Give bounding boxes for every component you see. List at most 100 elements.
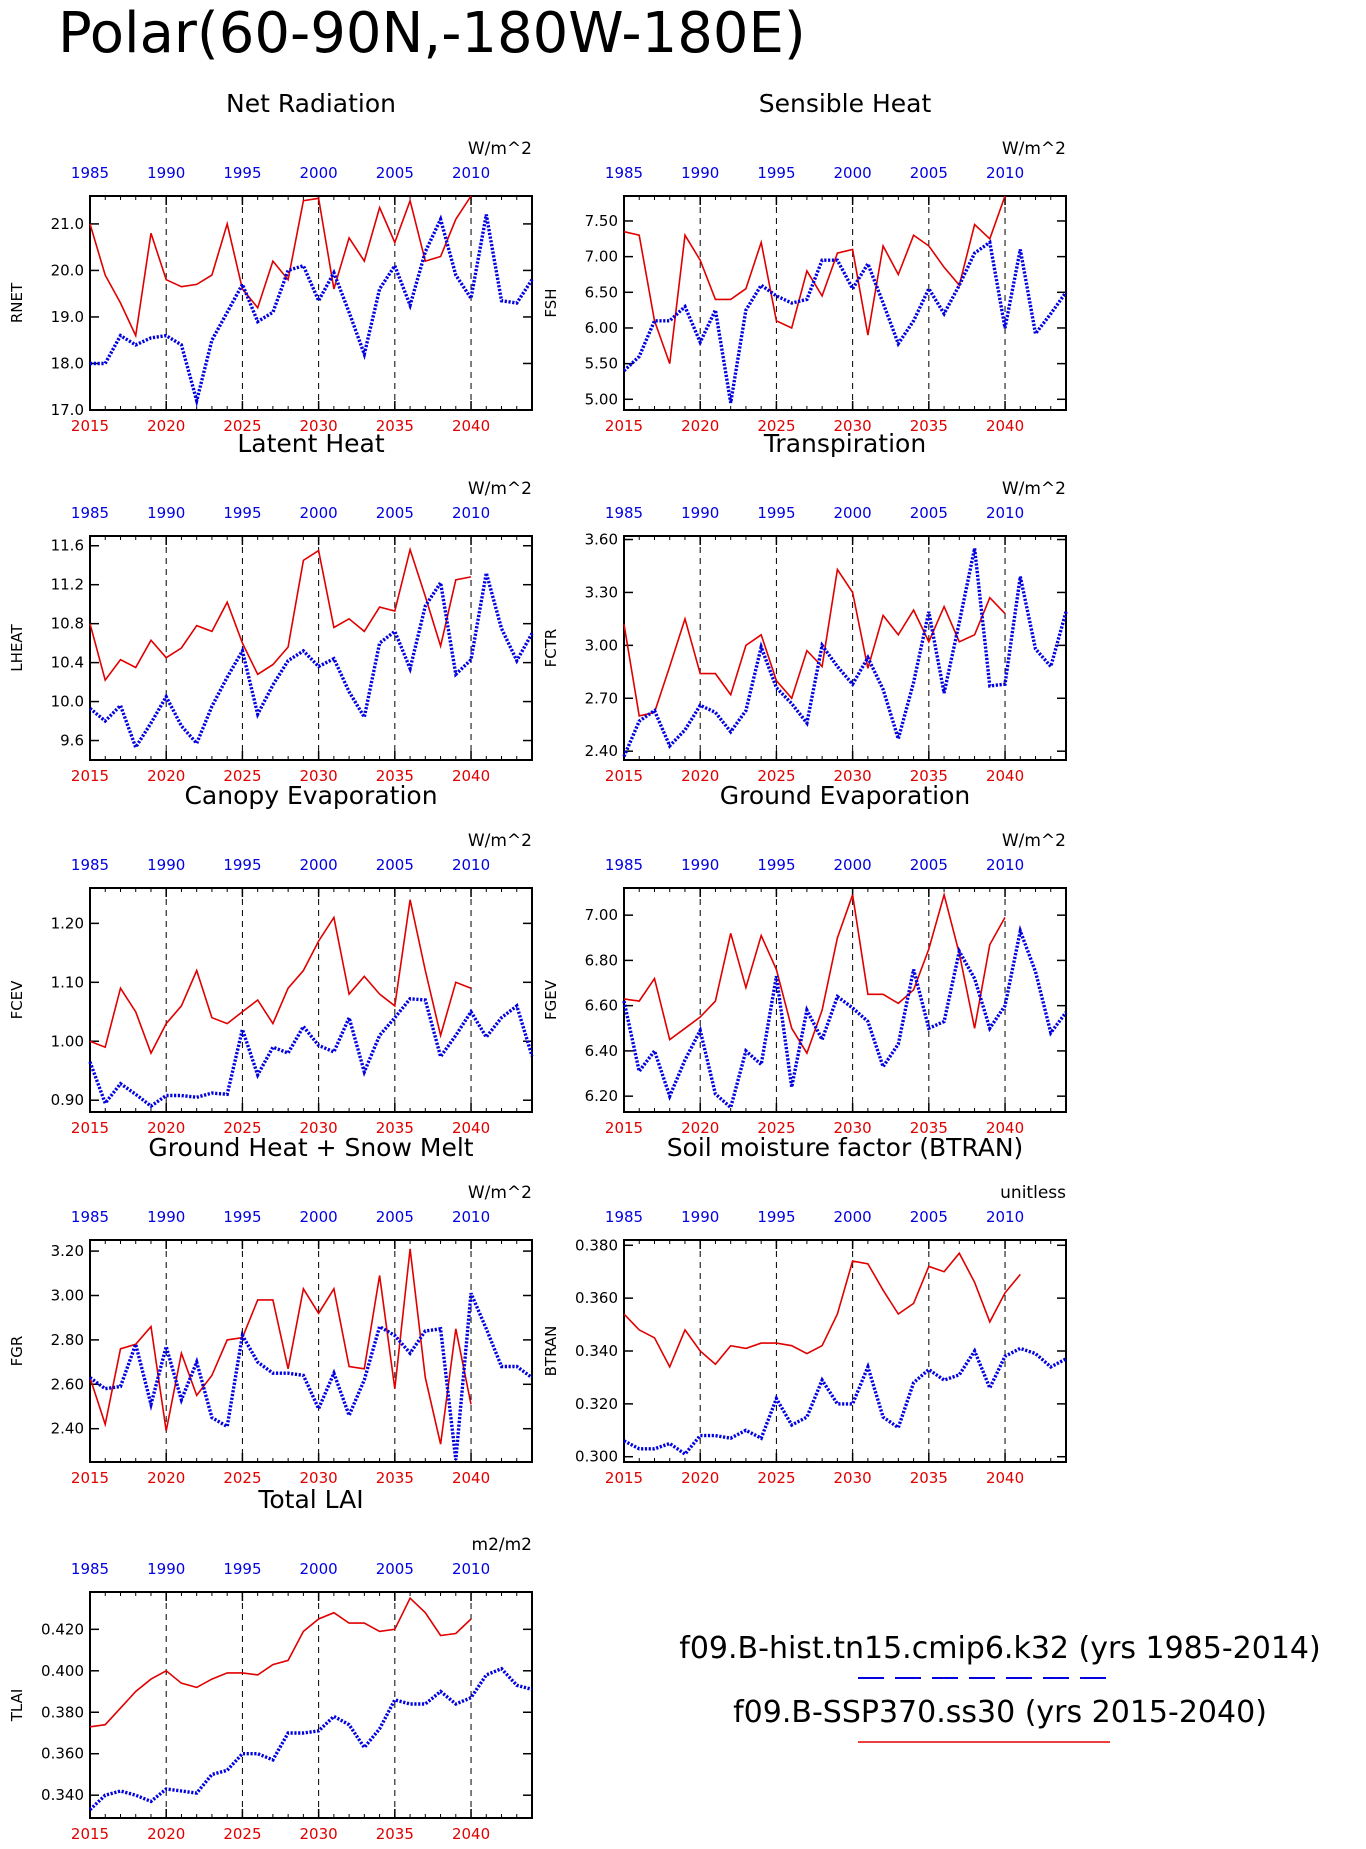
x-tick-label-bottom: 2030 — [834, 1119, 872, 1137]
x-tick-label-top: 2005 — [910, 856, 948, 874]
x-tick-label-top: 1990 — [681, 504, 719, 522]
x-tick-label-top: 1990 — [681, 164, 719, 182]
x-tick-label-top: 1990 — [147, 1208, 185, 1226]
x-tick-label-bottom: 2015 — [71, 767, 109, 785]
x-tick-label-bottom: 2025 — [223, 417, 261, 435]
x-tick-label-bottom: 2025 — [757, 767, 795, 785]
panels: Net Radiation W/m^2 2015 1985 2020 1990 2025 19… — [8, 89, 1068, 1843]
plot-frame — [623, 1239, 1067, 1463]
y-tick-label: 0.340 — [41, 1786, 84, 1804]
y-tick-label: 18.0 — [51, 354, 84, 372]
y-tick-label: 19.0 — [51, 308, 84, 326]
x-tick-label-top: 1995 — [223, 504, 261, 522]
y-tick-label: 1.20 — [51, 914, 84, 932]
y-tick-label: 11.2 — [51, 576, 84, 594]
x-tick-label-bottom: 2015 — [71, 1469, 109, 1487]
panel-rnet: Net Radiation W/m^2 2015 1985 2020 1990 2025 19… — [8, 89, 534, 435]
panel-title: Sensible Heat — [759, 89, 932, 118]
main-title: Polar(60-90N,-180W-180E) — [58, 1, 806, 66]
x-tick-label-top: 1985 — [605, 1208, 643, 1226]
y-tick-label: 6.50 — [585, 283, 618, 301]
x-tick-label-top: 1995 — [223, 1560, 261, 1578]
y-tick-label: 0.420 — [41, 1620, 84, 1638]
x-tick-label-bottom: 2030 — [300, 767, 338, 785]
x-tick-label-bottom: 2025 — [757, 417, 795, 435]
series-ssp-line — [623, 195, 1006, 364]
series-ssp-line — [89, 1596, 472, 1728]
y-tick-label: 0.380 — [575, 1236, 618, 1254]
y-tick-label: 0.340 — [575, 1342, 618, 1360]
series-ssp-line — [623, 891, 1006, 1056]
y-tick-label: 17.0 — [51, 401, 84, 419]
y-tick-label: 3.00 — [585, 636, 618, 654]
x-tick-label-top: 2000 — [300, 1560, 338, 1578]
x-tick-label-top: 2000 — [300, 856, 338, 874]
x-tick-label-top: 2000 — [300, 164, 338, 182]
x-tick-label-top: 2000 — [834, 1208, 872, 1226]
x-tick-label-top: 1990 — [147, 856, 185, 874]
y-axis-label: LHEAT — [8, 623, 26, 671]
x-tick-label-bottom: 2025 — [223, 767, 261, 785]
x-tick-label-top: 2000 — [300, 1208, 338, 1226]
series-hist-line — [622, 547, 1068, 758]
x-tick-label-top: 2005 — [376, 164, 414, 182]
units-label: W/m^2 — [468, 1183, 532, 1203]
plot-frame — [623, 195, 1067, 411]
panel-title: Latent Heat — [237, 429, 385, 458]
x-tick-label-top: 2000 — [834, 504, 872, 522]
x-tick-label-bottom: 2040 — [986, 1469, 1024, 1487]
y-tick-label: 7.00 — [585, 906, 618, 924]
x-tick-label-top: 1995 — [223, 856, 261, 874]
x-tick-label-bottom: 2030 — [834, 767, 872, 785]
x-tick-label-bottom: 2040 — [452, 767, 490, 785]
y-tick-label: 21.0 — [51, 215, 84, 233]
y-tick-label: 3.60 — [585, 531, 618, 549]
x-tick-label-top: 2000 — [834, 856, 872, 874]
series-hist-line — [622, 239, 1068, 404]
x-tick-label-bottom: 2020 — [681, 417, 719, 435]
y-tick-label: 0.400 — [41, 1662, 84, 1680]
y-tick-label: 0.380 — [41, 1703, 84, 1721]
x-tick-label-bottom: 2030 — [300, 417, 338, 435]
y-tick-label: 20.0 — [51, 261, 84, 279]
units-label: W/m^2 — [1002, 139, 1066, 159]
series-ssp-line — [623, 1251, 1021, 1369]
units-label: W/m^2 — [468, 479, 532, 499]
legend: f09.B-hist.tn15.cmip6.k32 (yrs 1985-2014… — [679, 1631, 1321, 1743]
x-tick-label-bottom: 2020 — [147, 1825, 185, 1843]
x-tick-label-top: 1995 — [757, 504, 795, 522]
x-tick-label-bottom: 2020 — [681, 1469, 719, 1487]
y-axis-label: FGR — [8, 1336, 26, 1367]
panel-title: Transpiration — [763, 429, 926, 458]
x-tick-label-bottom: 2020 — [147, 417, 185, 435]
y-axis-label: FCEV — [8, 980, 26, 1020]
x-tick-label-bottom: 2040 — [452, 1119, 490, 1137]
series-hist-line — [88, 997, 534, 1109]
x-tick-label-top: 1995 — [757, 856, 795, 874]
panel-title: Ground Evaporation — [720, 781, 970, 810]
x-tick-label-top: 2005 — [376, 856, 414, 874]
x-tick-label-top: 2010 — [452, 856, 490, 874]
y-tick-label: 2.40 — [585, 742, 618, 760]
x-tick-label-bottom: 2025 — [223, 1119, 261, 1137]
x-tick-label-bottom: 2015 — [605, 767, 643, 785]
panel-btran: Soil moisture factor (BTRAN) unitless 2015… — [542, 1133, 1067, 1487]
x-tick-label-bottom: 2040 — [452, 1825, 490, 1843]
x-tick-label-top: 2005 — [910, 1208, 948, 1226]
x-tick-label-bottom: 2030 — [300, 1469, 338, 1487]
y-tick-label: 3.20 — [51, 1242, 84, 1260]
series-ssp-line — [89, 546, 472, 682]
x-tick-label-top: 2010 — [452, 504, 490, 522]
x-tick-label-bottom: 2020 — [147, 767, 185, 785]
units-label: W/m^2 — [1002, 479, 1066, 499]
x-tick-label-bottom: 2025 — [757, 1119, 795, 1137]
x-tick-label-top: 1990 — [147, 1560, 185, 1578]
x-tick-label-bottom: 2020 — [147, 1119, 185, 1137]
x-tick-label-bottom: 2040 — [986, 417, 1024, 435]
x-tick-label-bottom: 2025 — [757, 1469, 795, 1487]
x-tick-label-bottom: 2035 — [376, 417, 414, 435]
x-tick-label-top: 1985 — [605, 164, 643, 182]
x-tick-label-bottom: 2030 — [300, 1119, 338, 1137]
panel-title: Total LAI — [257, 1485, 363, 1514]
